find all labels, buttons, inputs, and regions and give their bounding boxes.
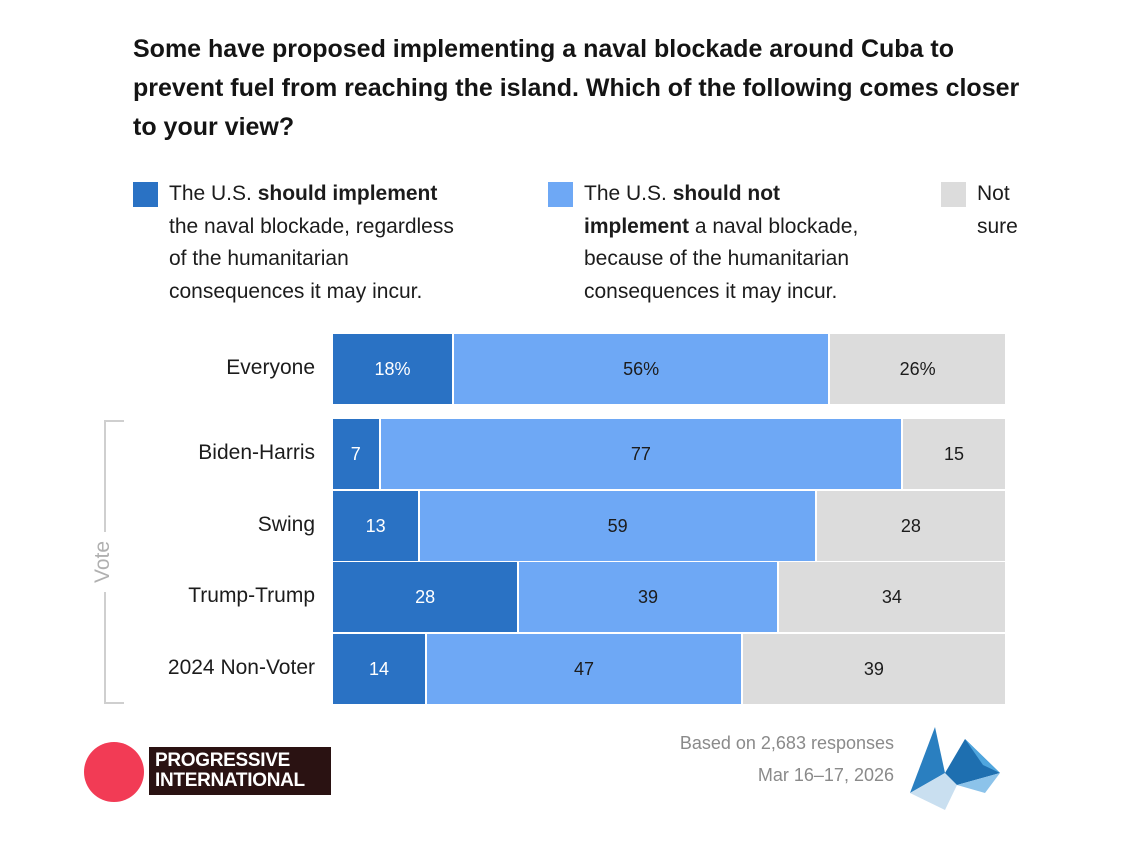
row-label: Biden-Harris xyxy=(198,441,315,464)
row-label: 2024 Non-Voter xyxy=(167,656,315,679)
bar-row: 28 39 34 xyxy=(333,562,1005,632)
legend-swatch-not-sure xyxy=(941,182,966,207)
legend-line-text: because of the humanitarian xyxy=(584,247,850,270)
bar-segment: 28 xyxy=(816,491,1005,561)
progressive-international-circle-icon xyxy=(84,742,144,802)
vote-label-backdrop xyxy=(92,532,118,592)
bar-segment: 28 xyxy=(333,562,520,632)
bar-row: 14 47 39 xyxy=(333,634,1005,704)
bar-segment: 7 xyxy=(333,419,381,489)
legend-line-text: the naval blockade, regardless xyxy=(169,214,454,238)
legend-line-text: Not xyxy=(977,182,1010,205)
legend-line-text: The U.S. xyxy=(584,182,673,205)
date-note: Mar 16–17, 2026 xyxy=(757,765,894,785)
bar-segment: 39 xyxy=(519,562,779,632)
responses-note: Based on 2,683 responses xyxy=(679,733,894,753)
bar-segment: 18% xyxy=(333,334,454,404)
chart-title: Some have proposed implementing a naval … xyxy=(133,35,1020,141)
legend-line-bold: should not xyxy=(672,182,781,205)
legend-line: because of the humanitarian xyxy=(584,243,944,276)
bar-segment: 56% xyxy=(453,334,831,404)
legend-line: consequences it may incur. xyxy=(169,276,529,309)
legend-swatch-not-implement xyxy=(548,182,573,207)
legend-line: consequences it may incur. xyxy=(584,276,944,309)
row-label: Trump-Trump xyxy=(188,584,315,607)
legend-line-text: The U.S. xyxy=(169,182,258,205)
legend-line: The U.S. should not xyxy=(584,178,944,211)
bar-segment: 14 xyxy=(333,634,428,704)
legend-text-not-sure: Not sure xyxy=(977,178,1057,243)
legend-line-text: sure xyxy=(977,214,1018,238)
legend-line: the naval blockade, regardless xyxy=(169,211,529,244)
bar-row: 13 59 28 xyxy=(333,491,1005,561)
pollster-mark-icon xyxy=(910,727,1000,810)
bar-segment: 47 xyxy=(427,634,743,704)
bar-row: 18% 56% 26% xyxy=(333,334,1005,404)
legend-line-text: of the humanitarian xyxy=(169,247,349,270)
legend-line: Not xyxy=(977,178,1057,211)
legend-line-bold: implement xyxy=(584,214,690,238)
row-label: Swing xyxy=(257,513,315,536)
bar-segment: 34 xyxy=(778,562,1005,632)
bar-segment: 59 xyxy=(420,491,817,561)
legend-text-not-implement: The U.S. should not implement a naval blo… xyxy=(584,178,944,308)
legend-line-text: a naval blockade, xyxy=(689,214,859,238)
legend-line-bold: should implement xyxy=(257,182,438,205)
legend-line-text: consequences it may incur. xyxy=(169,279,423,303)
bar-segment: 77 xyxy=(380,419,904,489)
legend-text-implement: The U.S. should implement the naval block… xyxy=(169,178,529,308)
vote-group-label: Vote xyxy=(91,540,114,584)
row-label: Everyone xyxy=(226,356,315,379)
legend-line-text: consequences it may incur. xyxy=(584,279,838,303)
progressive-international-logo: PROGRESSIVE INTERNATIONAL xyxy=(149,747,331,795)
legend-swatch-implement xyxy=(133,182,158,207)
brand-line-2: INTERNATIONAL xyxy=(155,770,305,791)
brand-line-1: PROGRESSIVE xyxy=(155,750,291,771)
legend-line: implement a naval blockade, xyxy=(584,211,944,244)
bar-segment: 13 xyxy=(333,491,421,561)
legend-line: sure xyxy=(977,211,1057,244)
bar-row: 7 77 15 xyxy=(333,419,1005,489)
bar-segment: 39 xyxy=(742,634,1005,704)
legend-line: of the humanitarian xyxy=(169,243,529,276)
legend-line: The U.S. should implement xyxy=(169,178,529,211)
bar-segment: 15 xyxy=(903,419,1005,489)
bar-segment: 26% xyxy=(830,334,1005,404)
